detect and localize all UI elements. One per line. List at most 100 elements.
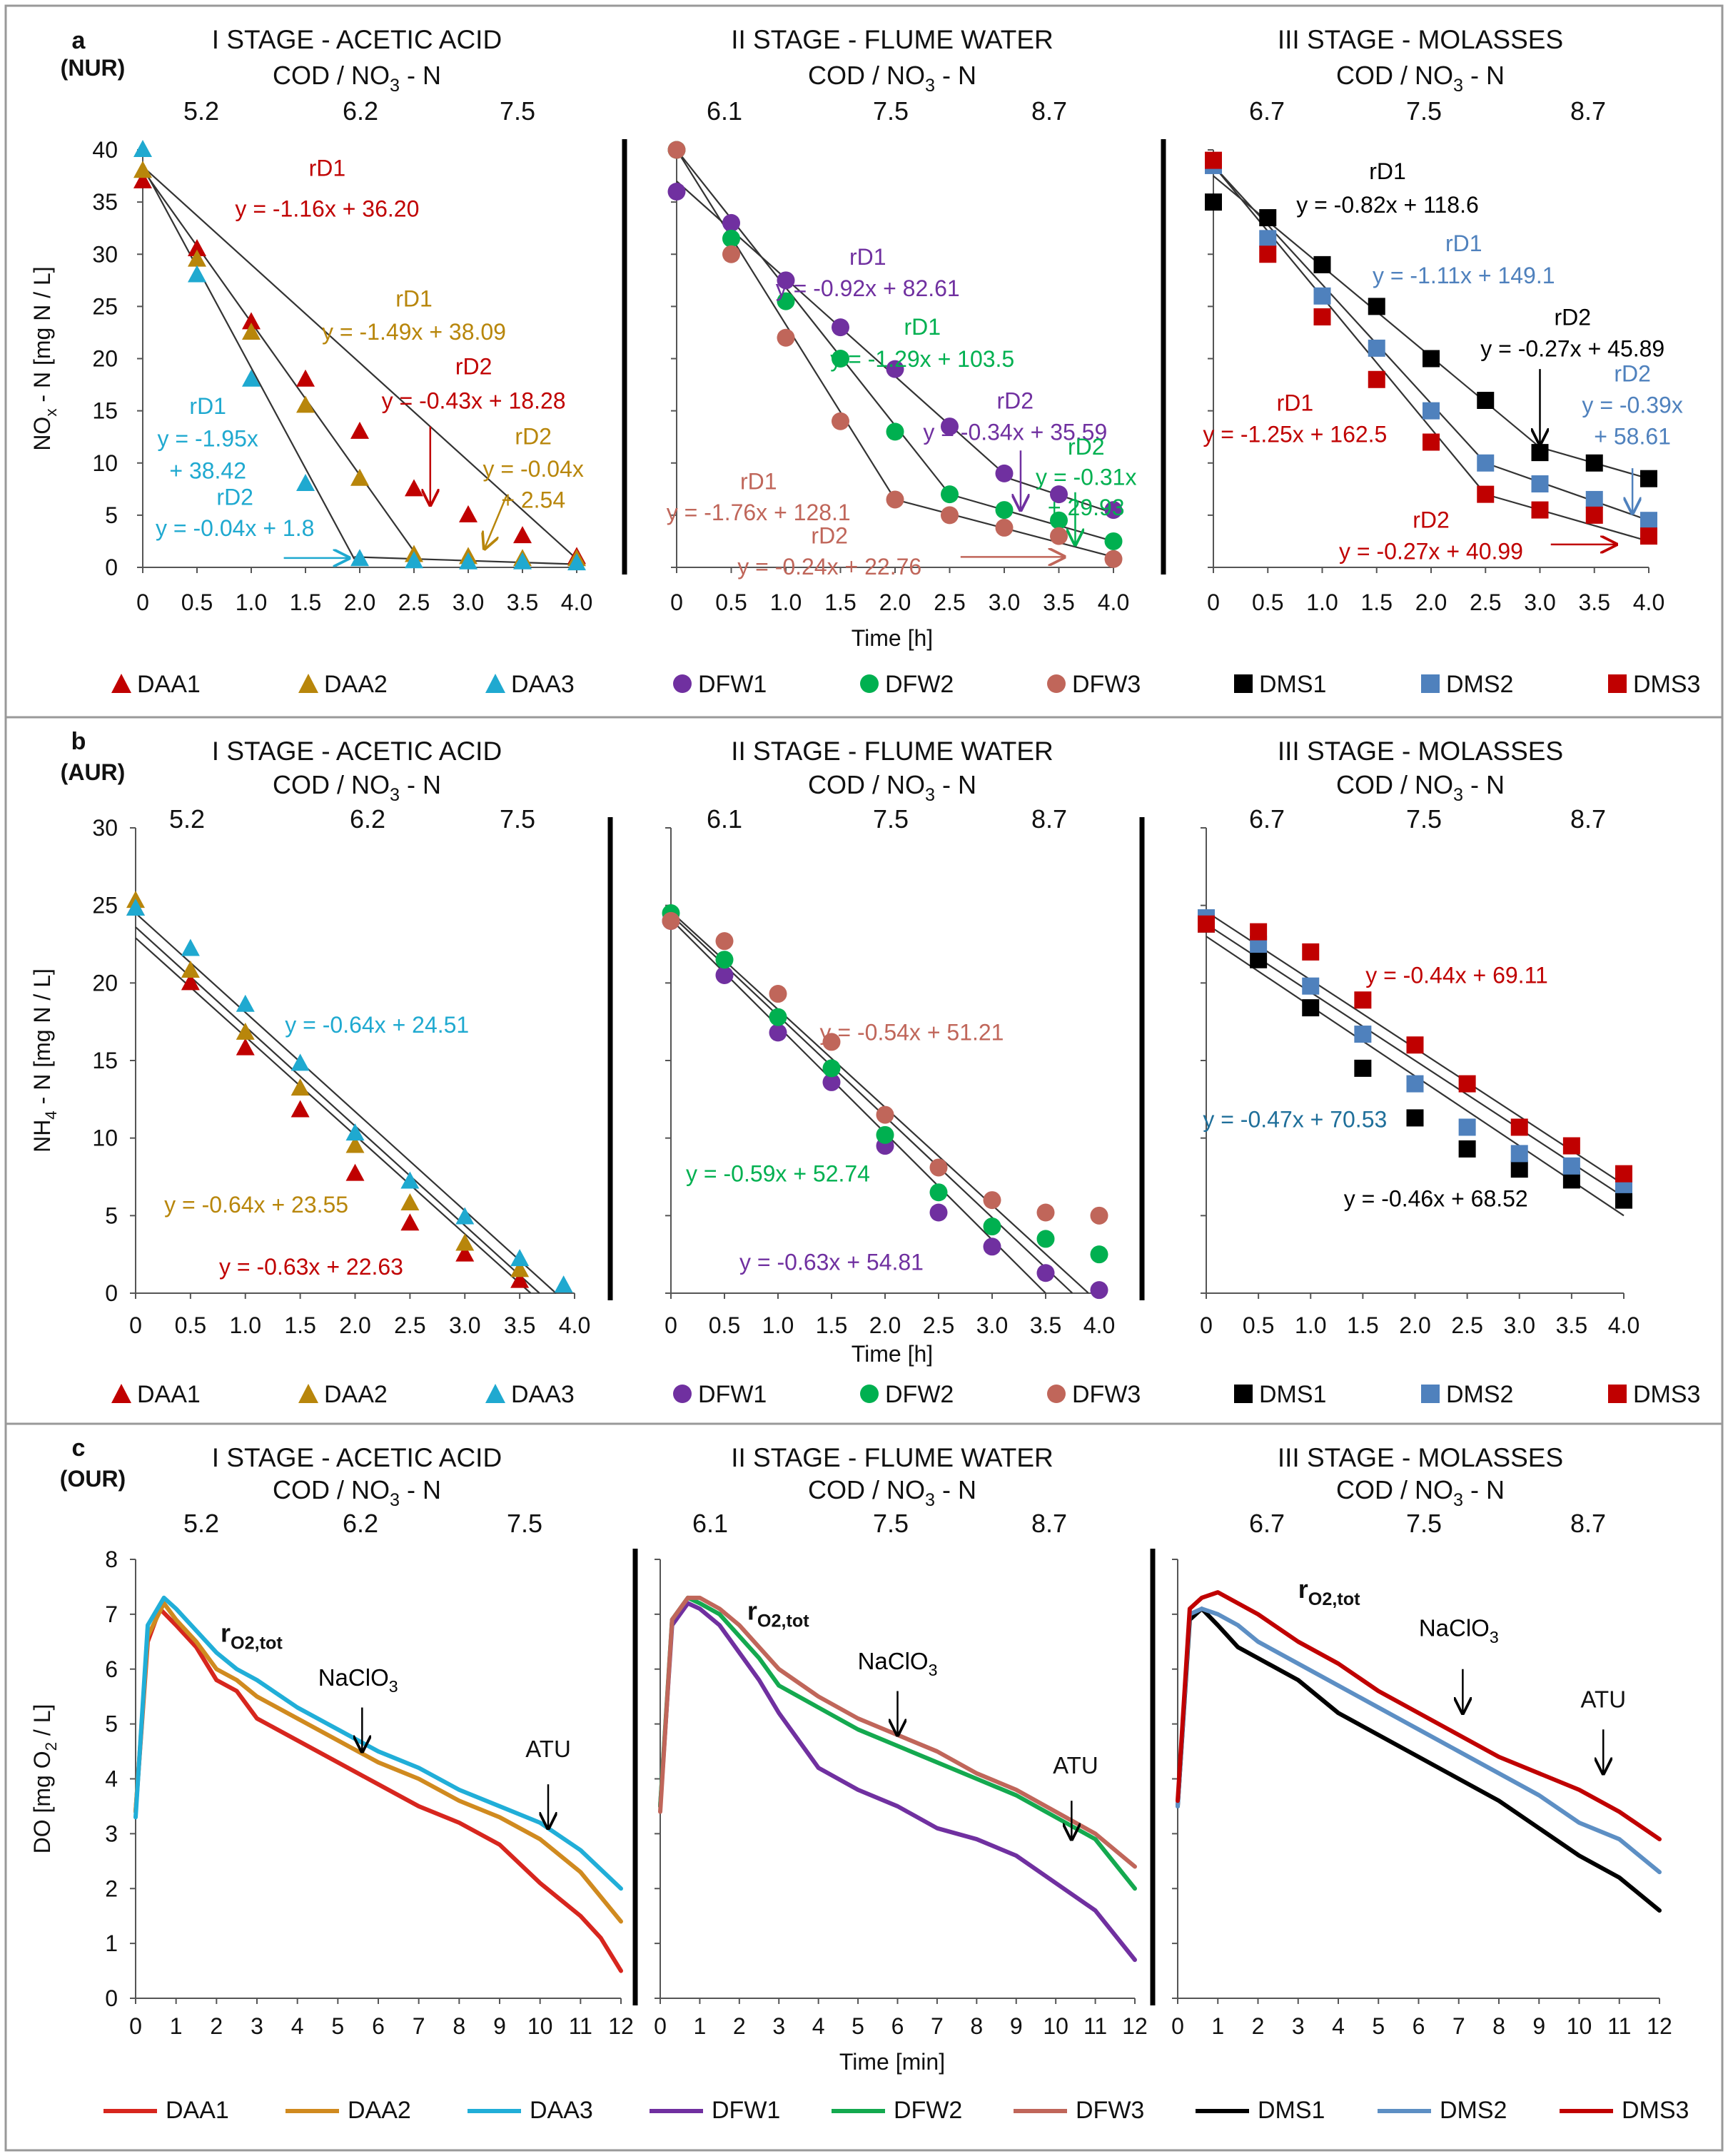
r-o2-tot-label: rO2,tot [747,1596,809,1631]
x-tick-label: 3 [1292,2013,1305,2039]
point-DMS3 [1510,1118,1528,1136]
x-tick-label: 4.0 [559,1312,590,1338]
point-DAA2 [242,322,261,340]
x-tick-label: 2.0 [879,589,911,615]
stage-title: III STAGE - MOLASSES [1278,737,1563,766]
annotation: y = -1.95x [157,425,258,451]
point-DMS3 [1198,915,1215,933]
legend-swatch [298,674,318,693]
annotation-arrow [485,496,507,549]
y-tick-label: 5 [105,1711,118,1737]
point-DFW1 [715,966,734,984]
y-tick-label: 25 [92,293,118,319]
legend-label: DAA1 [137,1381,201,1408]
ratio-value: 8.7 [1570,804,1606,834]
y-tick-label: 8 [105,1547,118,1572]
x-tick-label: 10 [1567,2013,1592,2039]
x-tick-label: 9 [1532,2013,1545,2039]
annotation: y = -1.76x + 128.1 [667,500,851,525]
annotation: rD1 [1369,158,1406,184]
ratio-value: 7.5 [507,1509,542,1538]
point-DMS2 [1368,339,1385,357]
ratio-value: 7.5 [873,1509,909,1538]
point-DMS1 [1615,1191,1632,1209]
legend-label: DMS1 [1259,671,1326,698]
legend-item-DFW2: DFW2 [860,1381,954,1408]
point-DMS1 [1510,1160,1528,1178]
x-tick-label: 1 [170,2013,183,2039]
legend-label: DMS2 [1440,2097,1507,2124]
x-tick-label: 2.0 [1399,1312,1430,1338]
point-DMS2 [1640,512,1657,530]
point-DAA3 [510,1249,530,1267]
legend-swatch [485,1384,505,1403]
point-DAA3 [296,474,315,491]
fit-line [670,918,1046,1294]
point-DAA3 [188,265,206,283]
point-DMS1 [1205,193,1222,211]
x-tick-label: 0.5 [715,589,747,615]
figure-frame [4,4,1724,2152]
point-DAA3 [513,552,532,570]
subplot-c-1: I STAGE - ACETIC ACID COD / NO3 - N 5.2 6.2… [129,1443,634,2039]
annotation: y = -1.16x + 36.20 [235,196,419,222]
x-tick-label: 5 [852,2013,864,2039]
ratio-title: COD / NO3 - N [1336,770,1505,805]
legend-swatch [1047,1385,1066,1403]
subplot-c-3: III STAGE - MOLASSES COD / NO3 - N 6.7 7.5 8… [1171,1443,1672,2039]
x-tick-label: 1.5 [1361,589,1393,615]
x-tick-label: 12 [1647,2013,1672,2039]
x-tick-label: 1.0 [1306,589,1338,615]
legend-label: DFW2 [885,1381,954,1408]
legend-swatch [111,1384,131,1403]
annotation: rD1 [904,314,941,340]
point-DFW3 [983,1191,1001,1210]
y-tick-label: 35 [92,189,118,215]
point-DFW1 [983,1238,1001,1256]
point-DMS2 [1585,490,1603,508]
x-axis-label: Time [h] [852,625,933,651]
ratio-value: 7.5 [500,96,535,126]
x-tick-label: 0 [136,589,149,615]
legend-label: DFW1 [712,2097,780,2124]
x-tick-label: 2 [210,2013,223,2039]
annotation: + 38.42 [169,458,246,484]
point-DMS2 [1313,287,1331,305]
point-DFW3 [1036,1203,1055,1222]
fit-line [676,149,951,495]
fit-line [1206,923,1625,1198]
point-DMS3 [1250,923,1268,941]
point-DAA1 [242,312,261,330]
annotation: y = -0.64x + 24.51 [285,1012,469,1038]
point-DAA1 [181,973,200,991]
annotation: y = -0.59x + 52.74 [686,1161,870,1187]
ratio-value: 6.7 [1249,1509,1285,1538]
x-tick-label: 1 [1211,2013,1224,2039]
x-tick-label: 7 [931,2013,944,2039]
x-tick-label: 1.5 [284,1312,315,1338]
point-DAA3 [567,553,586,571]
ratio-value: 5.2 [183,96,219,126]
annotation: y = -0.82x + 118.6 [1296,192,1479,218]
ratio-value: 5.2 [169,804,205,834]
y-tick-label: 30 [92,241,118,267]
ratio-value: 7.5 [1406,804,1442,834]
point-DFW2 [1050,511,1068,530]
point-DAA3 [554,1275,573,1293]
point-DFW3 [832,412,849,430]
point-DMS1 [1302,999,1320,1017]
x-tick-label: 0.5 [175,1312,206,1338]
point-DAA2 [133,161,152,178]
point-DFW3 [777,328,795,347]
y-tick-label: 5 [105,1203,118,1228]
point-DAA2 [296,395,315,413]
point-DMS3 [1313,308,1331,325]
point-DFW1 [1050,485,1068,504]
point-DAA1 [350,421,369,439]
x-tick-label: 1.5 [816,1312,847,1338]
point-DFW3 [1090,1206,1108,1225]
stage-title: III STAGE - MOLASSES [1278,1443,1563,1472]
x-tick-label: 4 [1332,2013,1345,2039]
point-DFW3 [715,932,734,951]
series-line-DMS1 [1176,1606,1662,1913]
